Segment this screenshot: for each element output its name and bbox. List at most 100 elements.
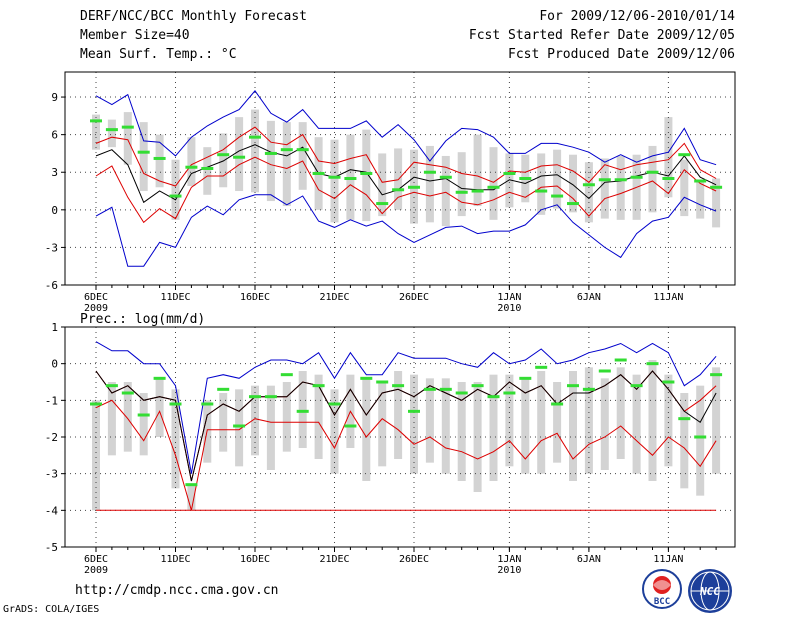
ensemble-box	[616, 367, 625, 459]
x-year-label: 2009	[84, 565, 108, 576]
ensemble-box	[600, 378, 609, 470]
y-tick-label: -6	[45, 279, 58, 292]
median-marker	[360, 376, 373, 380]
ensemble-box	[298, 371, 307, 448]
ensemble-box	[298, 122, 307, 190]
ensemble-box	[378, 382, 387, 467]
y-tick-label: 3	[51, 166, 58, 179]
median-marker	[392, 188, 405, 192]
ensemble-box	[314, 374, 323, 459]
y-tick-label: 0	[51, 358, 58, 371]
ensemble-box	[219, 393, 228, 452]
median-marker	[503, 391, 516, 395]
median-marker	[169, 402, 182, 406]
ensemble-box	[648, 360, 657, 481]
median-marker	[121, 125, 134, 129]
ensemble-box	[696, 182, 705, 219]
x-tick-label: 11DEC	[160, 554, 190, 565]
ensemble-box	[155, 134, 164, 188]
lower-series-line	[95, 156, 717, 224]
median-marker	[582, 387, 595, 391]
median-marker	[105, 128, 118, 132]
median-marker	[439, 387, 452, 391]
median-marker	[328, 175, 341, 179]
mean-series-line	[95, 144, 717, 204]
median-marker	[408, 185, 420, 189]
y-tick-label: -3	[45, 241, 58, 254]
median-marker	[471, 189, 484, 193]
bcc-emblem-icon: BCC	[653, 576, 671, 607]
median-marker	[185, 165, 198, 169]
ensemble-box	[187, 484, 196, 511]
median-marker	[376, 380, 389, 384]
median-marker	[646, 362, 659, 366]
mean-series-line	[95, 370, 717, 482]
ensemble-box	[569, 371, 577, 481]
median-marker	[105, 384, 118, 388]
ensemble-box	[696, 385, 705, 496]
y-tick-label: -2	[45, 431, 58, 444]
ensemble-box	[378, 153, 387, 217]
ensemble-box	[171, 159, 180, 220]
ensemble-box	[251, 109, 259, 193]
median-marker	[233, 155, 246, 159]
median-marker	[630, 384, 643, 388]
ensemble-box	[187, 137, 196, 187]
median-marker	[376, 202, 389, 206]
ensemble-box	[521, 378, 530, 474]
ensemble-box	[330, 139, 339, 223]
ensemble-box	[457, 152, 466, 217]
chart-title: DERF/NCC/BCC Monthly Forecast	[80, 9, 307, 24]
y-tick-label: -1	[45, 394, 58, 407]
precip-panel-title: Prec.: log(mm/d)	[80, 312, 205, 327]
ensemble-box	[123, 112, 132, 165]
median-marker	[217, 387, 230, 391]
ensemble-box	[569, 154, 577, 213]
ensemble-box	[107, 119, 116, 148]
median-marker	[312, 171, 325, 175]
ensemble-box	[616, 155, 625, 220]
median-marker	[535, 189, 548, 193]
x-tick-label: 21DEC	[319, 554, 349, 565]
ensemble-box	[410, 374, 418, 474]
ensemble-box	[394, 371, 403, 459]
median-marker	[455, 391, 468, 395]
median-marker	[598, 369, 611, 373]
forecast-period: For 2009/12/06-2010/01/14	[539, 9, 735, 24]
ensemble-box	[171, 389, 180, 489]
ensemble-box	[266, 120, 275, 202]
ensemble-box	[441, 155, 450, 227]
median-marker	[646, 170, 659, 174]
x-tick-label: 21DEC	[319, 292, 349, 303]
ncc-globe-icon: NCC	[690, 571, 730, 611]
source-url[interactable]: http://cmdp.ncc.cma.gov.cn	[75, 583, 279, 598]
median-marker	[201, 166, 214, 170]
ncc-logo-text: NCC	[699, 585, 720, 598]
median-marker	[201, 402, 214, 406]
median-marker	[567, 202, 579, 206]
median-marker	[296, 148, 309, 152]
max-series-line	[95, 341, 717, 474]
ensemble-box	[251, 385, 259, 456]
median-marker	[471, 384, 484, 388]
x-year-label: 2010	[497, 565, 521, 576]
median-marker	[694, 435, 707, 439]
variable-label: Mean Surf. Temp.: °C	[80, 47, 237, 62]
ensemble-box	[362, 378, 371, 481]
median-marker	[678, 153, 691, 157]
median-marker	[423, 170, 436, 174]
upper-series-line	[95, 126, 717, 187]
median-marker	[90, 402, 102, 406]
median-marker	[280, 373, 293, 377]
ensemble-box	[600, 158, 609, 219]
ensemble-box	[330, 389, 339, 474]
ensemble-box	[441, 378, 450, 474]
median-marker	[598, 178, 611, 182]
ensemble-box	[266, 385, 275, 470]
x-tick-label: 26DEC	[399, 554, 429, 565]
plot-frame	[64, 71, 736, 286]
median-marker	[344, 177, 357, 180]
ensemble-box	[107, 382, 116, 456]
median-marker	[439, 175, 452, 179]
